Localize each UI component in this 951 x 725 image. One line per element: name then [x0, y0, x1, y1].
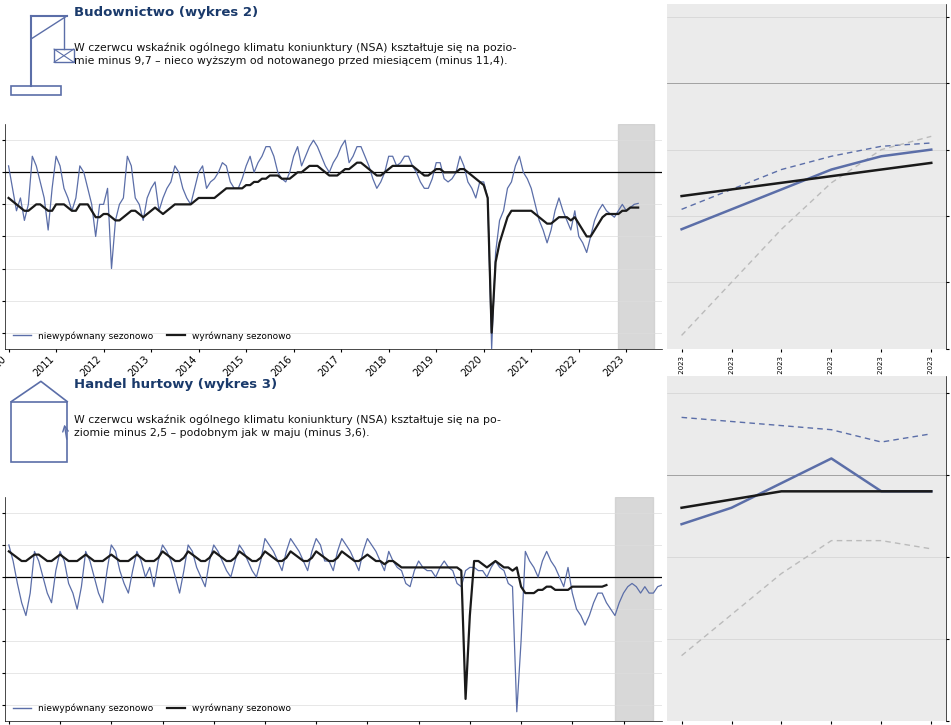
Bar	[614, 497, 653, 721]
Legend: niewyрównany sezonowo, wyrównany sezonowo: niewyрównany sezonowo, wyrównany sezonow…	[10, 328, 295, 344]
Text: Handel hurtowy (wykres 3): Handel hurtowy (wykres 3)	[74, 378, 277, 392]
Legend: niewyрównany sezonowo, wyrównany sezonowo: niewyрównany sezonowo, wyrównany sezonow…	[10, 700, 295, 717]
Bar	[11, 86, 61, 94]
Bar	[11, 402, 68, 462]
Bar	[618, 124, 654, 349]
Text: W czerwcu wskaźnik ogólnego klimatu koniunktury (NSA) kształtuje się na pozio-
m: W czerwcu wskaźnik ogólnego klimatu koni…	[74, 42, 516, 66]
Text: W czerwcu wskaźnik ogólnego klimatu koniunktury (NSA) kształtuje się na po-
ziom: W czerwcu wskaźnik ogólnego klimatu koni…	[74, 415, 500, 439]
Text: Budownictwo (wykres 2): Budownictwo (wykres 2)	[74, 6, 258, 19]
Bar	[54, 49, 74, 62]
